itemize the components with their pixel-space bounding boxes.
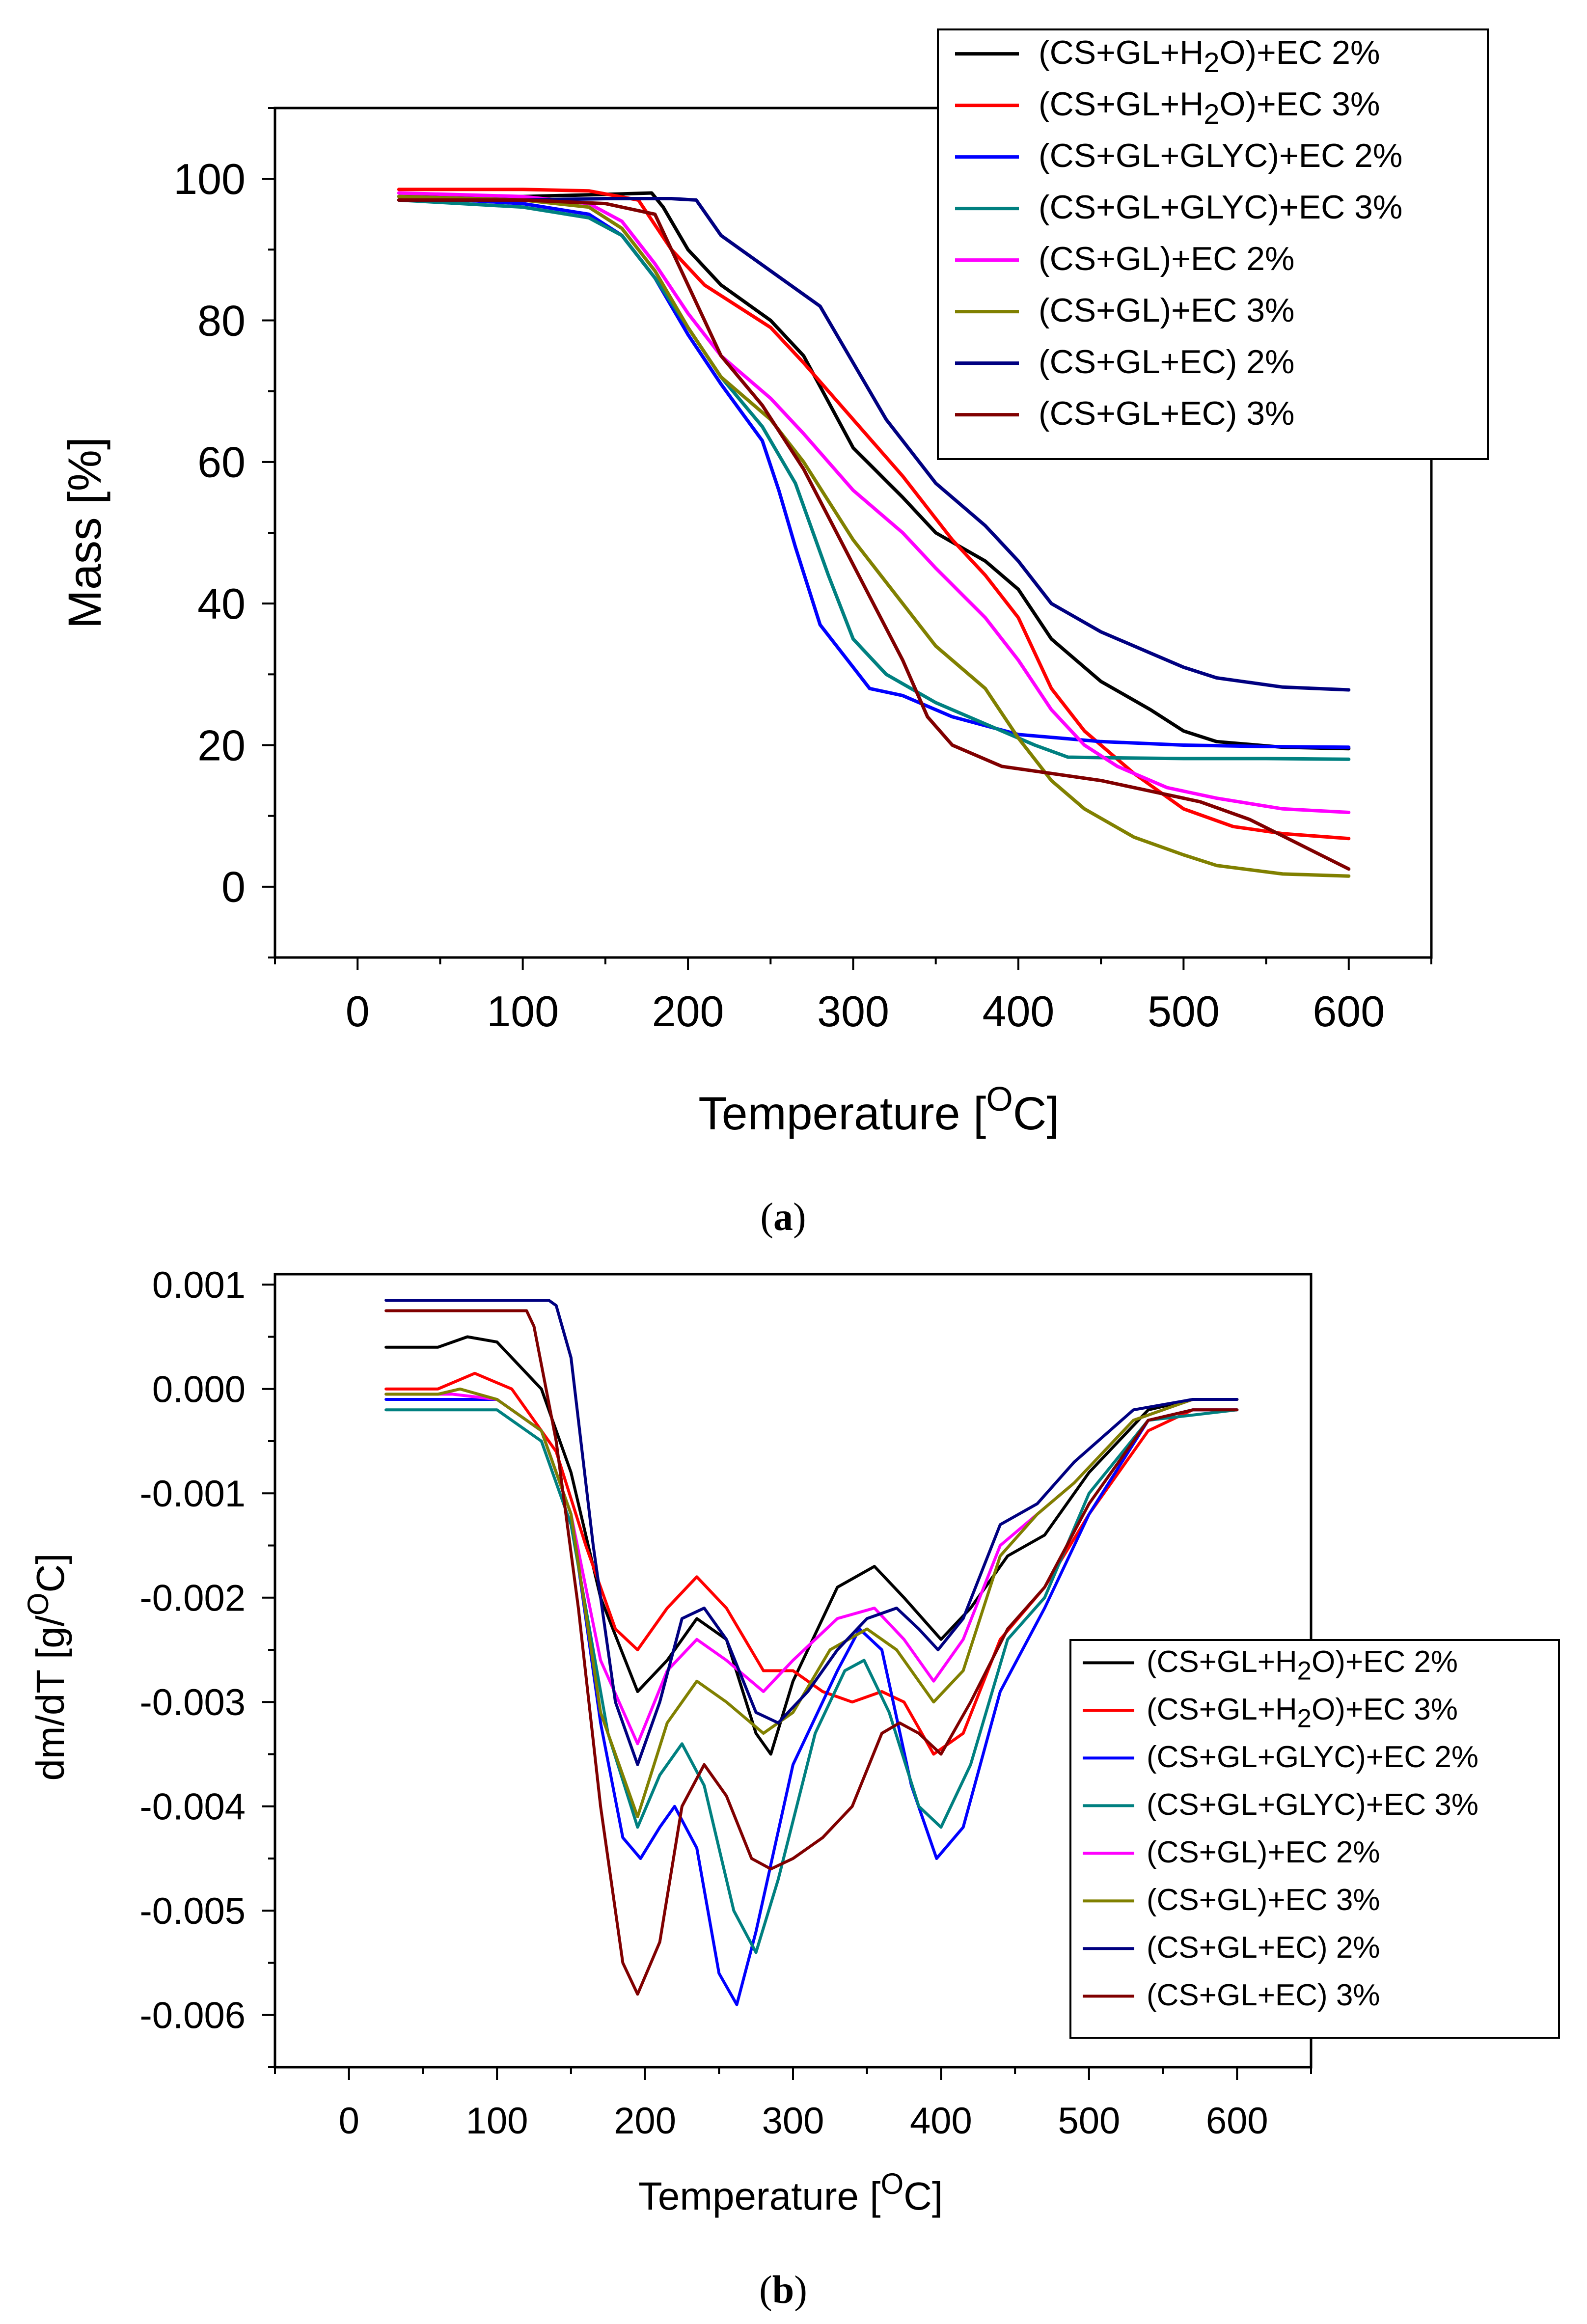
chart-b-y-tick-label: -0.002 — [140, 1577, 246, 1619]
chart-a-legend: (CS+GL+H2O)+EC 2% (CS+GL+H2O)+EC 3% (CS+GL… — [937, 28, 1489, 460]
chart-a-legend-label-4: (CS+GL+GLYC)+EC 3% — [1039, 189, 1402, 226]
chart-b-legend-label-7: (CS+GL+EC) 2% — [1147, 1931, 1380, 1965]
chart-a-legend-label-2: (CS+GL+H2O)+EC 3% — [1039, 85, 1380, 130]
chart-b-series — [384, 1299, 1239, 2006]
chart-b-derivative: 0 100 200 300 400 500 600 0.001 0.000 -0.001 -0.00… — [22, 1264, 1560, 2312]
chart-a-legend-label-6: (CS+GL)+EC 3% — [1039, 292, 1295, 329]
chart-b-x-tick-label: 100 — [466, 2100, 528, 2142]
chart-a-x-tick-label: 600 — [1313, 987, 1385, 1036]
chart-b-x-tick-label: 500 — [1058, 2100, 1120, 2142]
chart-b-series-line-4 — [384, 1408, 1239, 1954]
chart-a-legend-label-8: (CS+GL+EC) 3% — [1039, 395, 1295, 432]
chart-a-series-line-7 — [397, 197, 1351, 692]
chart-a-x-tick-label: 0 — [346, 987, 370, 1036]
chart-a-series — [397, 188, 1351, 878]
chart-a-legend-label-1: (CS+GL+H2O)+EC 2% — [1039, 34, 1380, 79]
chart-a-x-axis-title: Temperature [OC] — [698, 1080, 1060, 1140]
chart-b-x-tick-label: 400 — [910, 2100, 972, 2142]
chart-b-legend-label-4: (CS+GL+GLYC)+EC 3% — [1147, 1788, 1478, 1822]
chart-b-series-line-8 — [384, 1309, 1239, 1996]
chart-a-series-line-2 — [397, 188, 1351, 841]
chart-b-x-tick-label: 200 — [614, 2100, 676, 2142]
chart-b-ticks: 0 100 200 300 400 500 600 0.001 0.000 -0.001 -0.00… — [140, 1264, 1312, 2142]
chart-b-y-tick-label: -0.004 — [140, 1786, 246, 1828]
chart-b-y-tick-label: -0.005 — [140, 1890, 246, 1932]
chart-b-y-tick-label: -0.006 — [140, 1995, 246, 2036]
chart-a-y-tick-label: 40 — [197, 579, 246, 628]
chart-a-x-tick-label: 100 — [487, 987, 559, 1036]
chart-a-y-tick-label: 60 — [197, 438, 246, 487]
chart-a-y-tick-label: 80 — [197, 296, 246, 345]
chart-b-y-axis-title: dm/dT [g/OC] — [22, 1553, 72, 1780]
caption-b: (b) — [759, 2269, 807, 2312]
chart-b-series-line-7 — [384, 1299, 1239, 1766]
chart-b-legend-label-3: (CS+GL+GLYC)+EC 2% — [1147, 1740, 1478, 1774]
chart-a-series-line-8 — [397, 198, 1351, 871]
chart-b-y-tick-label: -0.003 — [140, 1682, 246, 1723]
chart-b-x-tick-label: 300 — [762, 2100, 824, 2142]
chart-a-x-tick-label: 500 — [1148, 987, 1220, 1036]
chart-a-series-line-4 — [397, 198, 1351, 761]
chart-a-legend-label-5: (CS+GL)+EC 2% — [1039, 240, 1295, 277]
chart-b-legend-label-5: (CS+GL)+EC 2% — [1147, 1835, 1380, 1869]
chart-b-legend-box — [1069, 1639, 1560, 2039]
chart-a-legend-label-3: (CS+GL+GLYC)+EC 2% — [1039, 137, 1402, 174]
chart-b-legend-label-8: (CS+GL+EC) 3% — [1147, 1978, 1380, 2012]
chart-b-legend-label-2: (CS+GL+H2O)+EC 3% — [1147, 1693, 1458, 1733]
caption-a: (a) — [760, 1196, 806, 1239]
chart-b-legend-label-1: (CS+GL+H2O)+EC 2% — [1147, 1645, 1458, 1686]
chart-b-series-line-3 — [384, 1398, 1239, 2006]
chart-a-ticks: 0 100 200 300 400 500 600 0 20 40 60 80 100 — [173, 107, 1432, 1036]
chart-a-y-axis-title: Mass [%] — [59, 437, 111, 629]
chart-b-y-tick-label: 0.001 — [152, 1264, 246, 1306]
chart-a-y-tick-label: 0 — [221, 863, 246, 911]
chart-a-mass: 0 100 200 300 400 500 600 0 20 40 60 80 100 Mass [%]… — [59, 28, 1489, 1239]
chart-a-series-line-6 — [397, 194, 1351, 878]
chart-b-legend-label-6: (CS+GL)+EC 3% — [1147, 1883, 1380, 1917]
chart-a-legend-label-7: (CS+GL+EC) 2% — [1039, 343, 1295, 381]
chart-a-x-tick-label: 400 — [983, 987, 1055, 1036]
chart-b-x-tick-label: 600 — [1206, 2100, 1268, 2142]
chart-b-y-tick-label: -0.001 — [140, 1473, 246, 1515]
chart-a-legend-box — [937, 28, 1489, 460]
chart-a-y-tick-label: 20 — [197, 721, 246, 769]
chart-a-series-line-5 — [397, 191, 1351, 814]
chart-b-y-tick-label: 0.000 — [152, 1368, 246, 1410]
chart-b-x-tick-label: 0 — [339, 2100, 359, 2142]
chart-b-legend: (CS+GL+H2O)+EC 2% (CS+GL+H2O)+EC 3% (CS+GL… — [1069, 1639, 1560, 2039]
chart-b-series-line-1 — [384, 1335, 1239, 1756]
chart-b-x-axis-title: Temperature [OC] — [638, 2167, 943, 2218]
chart-a-x-tick-label: 200 — [652, 987, 724, 1036]
chart-a-x-tick-label: 300 — [817, 987, 889, 1036]
chart-a-y-tick-label: 100 — [173, 155, 246, 203]
